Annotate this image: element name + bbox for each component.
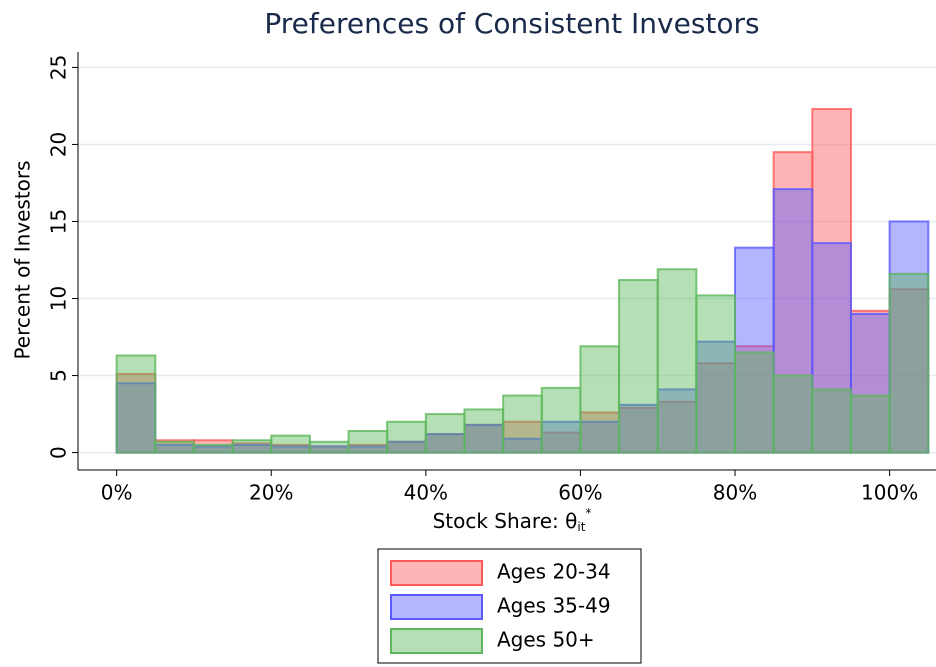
y-tick-label: 5 (47, 369, 71, 382)
bar (115, 354, 157, 454)
bar (540, 386, 582, 454)
x-tick-label: 80% (713, 481, 757, 505)
bar (231, 439, 273, 454)
x-axis-label-text: Stock Share: θ (433, 509, 578, 533)
x-axis-label-sub: it (577, 520, 585, 534)
x-axis-label-sup: * (585, 506, 591, 520)
bar (695, 294, 737, 454)
bar (772, 374, 814, 454)
bar (502, 394, 543, 454)
y-tick-label: 25 (47, 55, 71, 80)
bar (192, 443, 234, 454)
legend-swatch (390, 628, 483, 654)
x-axis-label: Stock Share: θit* (433, 506, 592, 534)
x-tick-label: 40% (404, 481, 448, 505)
bar (849, 312, 891, 454)
bar (424, 413, 466, 454)
bar (579, 345, 621, 454)
bar (347, 430, 389, 454)
y-axis-label: Percent of Investors (11, 160, 35, 359)
x-tick-label: 100% (861, 481, 918, 505)
bar (734, 351, 775, 454)
x-tick-label: 20% (249, 481, 293, 505)
bar (656, 400, 698, 454)
legend-swatch (390, 560, 483, 586)
bar (386, 420, 427, 454)
x-tick-label: 0% (101, 481, 133, 505)
bar (308, 440, 350, 454)
legend-box (377, 548, 642, 664)
bar (888, 272, 930, 454)
y-tick-label: 15 (47, 209, 71, 234)
y-tick-label: 10 (47, 286, 71, 311)
x-tick-label: 60% (558, 481, 602, 505)
chart-title: Preferences of Consistent Investors (264, 7, 759, 40)
bar (656, 268, 698, 454)
legend-label: Ages 20-34 (497, 560, 611, 584)
y-tick-label: 20 (47, 132, 71, 157)
bar (811, 388, 852, 454)
bar (115, 373, 157, 454)
y-tick-label: 0 (47, 446, 71, 459)
bar (154, 440, 195, 454)
legend-label: Ages 35-49 (497, 594, 611, 618)
bar (849, 394, 891, 454)
bar (811, 108, 852, 454)
bar (463, 408, 505, 454)
bar (270, 434, 311, 454)
bar (695, 362, 737, 454)
legend-label: Ages 50+ (497, 628, 595, 652)
bar (540, 420, 582, 454)
legend-swatch (390, 594, 483, 620)
bar (618, 279, 659, 454)
